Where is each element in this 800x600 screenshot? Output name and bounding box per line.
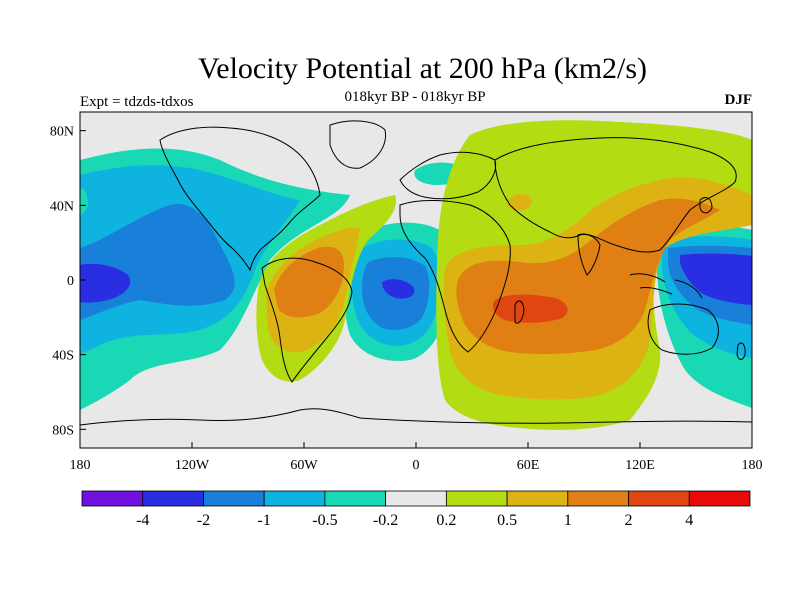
y-axis: 80N 40N 0 40S 80S: [50, 125, 86, 438]
colorbar-label: -4: [136, 512, 149, 529]
x-tick-label: 0: [413, 458, 420, 473]
coastline-north-america: [159, 126, 321, 272]
coastline-new-zealand: [736, 342, 746, 360]
colorbar-swatch: [688, 490, 751, 507]
coastline-africa: [399, 199, 511, 353]
contour-region-neg-pacific: [80, 188, 88, 215]
contour-region-neg-wpacific: [680, 253, 752, 305]
colorbar-swatch: [628, 490, 690, 507]
coastline-asia: [494, 137, 737, 253]
colorbar-labels: -4 -2 -1 -0.5 -0.2 0.2 0.5 1 2 4: [136, 512, 693, 529]
colorbar-label: -0.2: [373, 512, 398, 529]
colorbar-label: 0.2: [436, 512, 456, 529]
colorbar-swatch: [385, 490, 447, 507]
colorbar-label: -2: [197, 512, 210, 529]
colorbar-swatch: [263, 490, 326, 507]
coastline-madagascar: [514, 300, 525, 324]
map-subtitle: 018kyr BP - 018kyr BP: [344, 89, 486, 105]
coastline-india: [577, 233, 601, 276]
coastline-greenland: [329, 120, 387, 169]
y-tick-label: 40S: [52, 349, 74, 364]
colorbar-swatch: [142, 490, 204, 507]
colorbar: [81, 490, 751, 507]
coastline-indonesia: [629, 273, 703, 299]
x-tick-label: 60E: [517, 458, 540, 473]
x-tick-label: 180: [742, 458, 763, 473]
contour-region-pos-nwafrica: [507, 194, 533, 211]
colorbar-label: 2: [625, 512, 633, 529]
y-tick-label: 80S: [52, 423, 74, 438]
y-tick-label: 0: [67, 274, 74, 289]
colorbar-swatch: [324, 490, 387, 507]
y-tick-label: 40N: [50, 199, 74, 214]
contour-region-pos-samerica: [274, 246, 344, 318]
colorbar-label: 4: [685, 512, 693, 529]
coastline-australia: [647, 303, 719, 355]
x-tick-label: 60W: [290, 458, 318, 473]
contour-fill-layer: [80, 120, 752, 430]
colorbar-label: 1: [564, 512, 572, 529]
season-label: DJF: [724, 92, 753, 108]
y-tick-label: 80N: [50, 125, 74, 140]
x-tick-label: 180: [70, 458, 91, 473]
experiment-label: Expt = tdzds-tdxos: [80, 94, 194, 110]
x-axis: 180 120W 60W 0 60E 120E 180: [70, 442, 763, 473]
contour-region-neg-atlantic: [382, 279, 415, 299]
coastline-japan: [699, 197, 713, 214]
map-title: Velocity Potential at 200 hPa (km2/s): [197, 52, 648, 85]
coastline-antarctica: [80, 408, 752, 426]
colorbar-swatch: [203, 490, 265, 507]
colorbar-swatch: [81, 490, 144, 507]
x-tick-label: 120E: [625, 458, 655, 473]
colorbar-swatch: [445, 490, 508, 507]
x-tick-label: 120W: [175, 458, 210, 473]
colorbar-swatch: [567, 490, 629, 507]
colorbar-swatch: [506, 490, 569, 507]
coastline-south-america: [261, 257, 353, 383]
contour-region-neg-pacific: [80, 263, 131, 303]
colorbar-label: -1: [258, 512, 271, 529]
colorbar-label: 0.5: [497, 512, 517, 529]
coastlines: [80, 120, 752, 426]
contour-region-pos-oldworld: [492, 294, 568, 323]
coastline-europe: [399, 151, 497, 200]
colorbar-label: -0.5: [312, 512, 337, 529]
